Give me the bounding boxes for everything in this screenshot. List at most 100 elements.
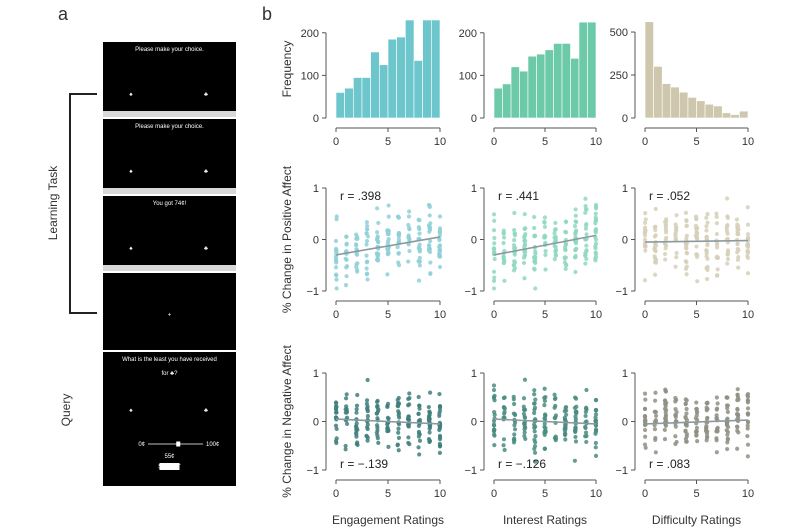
scatter-point (344, 257, 349, 263)
scatter-point (375, 257, 380, 262)
scatter-point (653, 450, 658, 455)
scatter-point (643, 445, 648, 450)
scatter-point (725, 256, 731, 262)
scatter-point (437, 226, 443, 231)
scatter-point (512, 432, 517, 437)
histogram-bar (653, 66, 663, 119)
scatter-point (593, 407, 599, 413)
scatter-point (552, 435, 557, 441)
scatter-point (652, 409, 658, 414)
histogram-bar (493, 87, 503, 119)
scatter-point (522, 226, 527, 232)
scatter-point (552, 227, 558, 233)
scatter-point (437, 443, 443, 449)
scatter-point (695, 439, 700, 444)
x-tick-label: 10 (590, 309, 602, 321)
scatter-point (542, 421, 547, 426)
scatter-point (683, 210, 689, 215)
scatter-point (664, 217, 669, 222)
scatter-point (492, 393, 497, 398)
scatter-point (662, 398, 668, 403)
scatter-point (396, 448, 401, 453)
scatter-point (416, 246, 421, 251)
scatter-point (532, 214, 537, 220)
scatter-point (684, 250, 689, 256)
scatter-point (376, 440, 381, 445)
club-icon: ♣ (204, 408, 208, 414)
scatter-point (502, 447, 507, 453)
scatter-point (704, 438, 709, 443)
scatter-point (653, 228, 658, 233)
scatter-point (354, 432, 359, 437)
scatter-point (593, 412, 599, 417)
scatter-point (491, 422, 497, 427)
scatter-point (542, 398, 548, 403)
x-tick-label: 5 (385, 488, 391, 500)
histogram-bar (536, 53, 546, 119)
scatter-point (642, 278, 648, 283)
scatter-point (386, 416, 391, 421)
scatter-point (593, 241, 599, 246)
scatter-point (684, 218, 689, 223)
scatter-point (573, 207, 578, 212)
scatter-point (552, 257, 557, 262)
scatter-point (673, 235, 678, 240)
scatter-point (344, 241, 349, 246)
scatter-point (684, 272, 689, 277)
histogram-bar (370, 51, 380, 119)
scatter-point (513, 245, 518, 251)
scatter-point (501, 231, 506, 236)
trend-line (644, 239, 749, 243)
y-tick-label: −1 (464, 286, 477, 298)
scatter-point (553, 220, 558, 226)
scatter-point (694, 413, 699, 418)
x-tick-label: 10 (590, 136, 602, 148)
scatter-point (714, 211, 719, 216)
scatter-point (573, 396, 579, 401)
histogram-bar (644, 21, 654, 119)
scatter-point (385, 239, 391, 244)
scatter-point (573, 229, 579, 235)
scatter-point (662, 436, 668, 442)
histogram-bar (379, 64, 389, 119)
scatter-point (437, 254, 443, 259)
scatter-point (428, 221, 433, 226)
histogram-bar (422, 19, 432, 119)
scatter-point (491, 429, 497, 434)
scatter-point (714, 450, 719, 455)
x-tick-label: 0 (642, 488, 648, 500)
scatter-point (663, 410, 668, 415)
y-axis-title: % Change in Positive Affect (280, 165, 294, 313)
scatter-point (354, 264, 359, 270)
scatter-point (583, 409, 588, 415)
scatter-point (407, 209, 412, 214)
scatter-point (684, 411, 689, 416)
scatter-point (533, 434, 538, 439)
scatter-point (735, 242, 740, 247)
scatter-point (491, 286, 497, 291)
x-tick-label: 5 (693, 136, 699, 148)
scatter-point (593, 440, 598, 446)
scatter-point (643, 217, 648, 222)
scatter-point (334, 436, 339, 441)
scatter-point (354, 421, 359, 426)
scatter-point (673, 264, 678, 269)
scatter-point (662, 251, 668, 257)
scatter-point (543, 394, 548, 400)
scatter-point (532, 410, 537, 416)
scatter-point (365, 271, 370, 276)
scatter-point (683, 244, 689, 249)
scatter-point (416, 431, 422, 436)
scatter-point (704, 228, 709, 233)
scatter-point (395, 404, 401, 409)
scatter-point (583, 210, 588, 215)
y-tick-label: 0 (471, 113, 477, 125)
scatter-point (386, 228, 391, 233)
scatter-point (543, 249, 548, 254)
scatter-point (583, 261, 588, 266)
scatter-point (416, 394, 421, 400)
scatter-point (745, 426, 750, 431)
x-axis-title: Interest Ratings (503, 513, 587, 527)
scatter-point (491, 418, 497, 424)
scatter-point (426, 202, 432, 208)
